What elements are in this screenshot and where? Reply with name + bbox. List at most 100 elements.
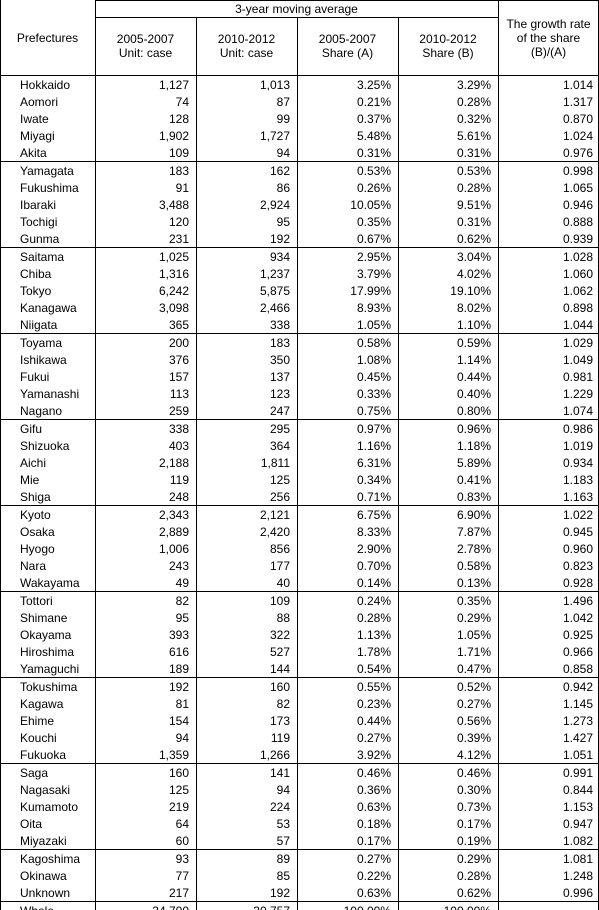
cell: 1,237 [259,266,290,281]
cell: 1.18% [456,438,491,453]
cell: 338 [168,421,189,436]
row-label: Fukushima [20,180,79,195]
cell: 0.67% [356,231,391,246]
cell: 183 [168,163,189,178]
cell: 93 [175,851,189,866]
rule [95,17,498,18]
cell: 0.46% [356,765,391,780]
cell: 1.029 [562,335,593,350]
cell: 0.29% [456,610,491,625]
cell: 57 [276,833,290,848]
cell: 0.96% [456,421,491,436]
row-label: Yamanashi [20,386,80,401]
cell: 128 [168,111,189,126]
cell: 6.31% [356,455,391,470]
rule [0,677,599,678]
cell: 0.40% [456,386,491,401]
cell: 0.35% [456,593,491,608]
cell: 0.945 [562,524,593,539]
cell: 0.21% [356,94,391,109]
cell: 0.56% [456,713,491,728]
cell: 0.939 [562,231,593,246]
cell: 1.16% [356,438,391,453]
cell: 1,902 [158,128,189,143]
row-label: Whole [0,902,95,910]
cell: 119 [169,472,189,487]
cell: 0.30% [456,782,491,797]
cell: 0.58% [456,558,491,573]
cell: 77 [175,868,189,883]
cell: 6.90% [456,507,491,522]
cell: 1.317 [562,94,593,109]
cell: 0.27% [356,730,391,745]
cell: 0.45% [356,369,391,384]
cell: 157 [168,369,189,384]
cell: 0.946 [562,197,593,212]
cell: 2,420 [259,524,290,539]
cell: 1.022 [562,507,593,522]
cell: 192 [168,679,189,694]
cell: 0.53% [456,163,491,178]
row-label: Gunma [20,231,60,246]
cell: 1,006 [158,541,189,556]
cell: 9.51% [456,197,491,212]
cell: 8.02% [456,300,491,315]
row-label: Shiga [20,489,51,504]
cell: 1.074 [562,403,593,418]
cell: 0.58% [356,335,391,350]
cell: 109 [269,593,290,608]
cell: 1,266 [259,747,290,762]
row-label: Akita [20,145,47,160]
row-label: Hokkaido [20,77,71,92]
rule [0,333,599,334]
cell: 0.62% [456,231,491,246]
cell: 1,811 [260,455,290,470]
cell: 1.71% [456,644,491,659]
column-header: 2010-2012 Share (B) [419,32,477,60]
rule [95,0,96,910]
row-label: Mie [20,472,40,487]
row-label: Shimane [20,610,68,625]
cell: 120 [168,214,189,229]
cell: 60 [175,833,189,848]
row-label: Miyagi [20,128,55,143]
cell: 1.229 [562,386,593,401]
cell: 0.70% [356,558,391,573]
cell: 1.081 [562,851,593,866]
cell: 1.024 [562,128,593,143]
rule [0,763,599,764]
cell: 2.95% [356,249,391,264]
cell: 0.17% [456,816,491,831]
cell: 0.26% [356,180,391,195]
cell: 1.427 [562,730,593,745]
cell: 74 [175,94,189,109]
cell: 0.844 [562,782,593,797]
cell: 1.044 [562,317,593,332]
cell: 0.24% [356,593,391,608]
cell: 1.028 [562,249,593,264]
cell: 0.17% [356,833,391,848]
cell: 322 [269,627,290,642]
rule [0,161,599,162]
cell: 1.163 [562,489,593,504]
cell: 248 [168,489,189,504]
cell: 0.36% [356,782,391,797]
cell: 1.014 [562,77,593,92]
cell: 0.41% [456,472,491,487]
cell: 0.28% [456,868,491,883]
cell: 295 [269,421,290,436]
cell: 82 [276,696,290,711]
cell: 95 [175,610,189,625]
rule [498,0,499,910]
cell: 100.00% [398,902,498,910]
cell: 403 [168,438,189,453]
cell: 1.08% [356,352,391,367]
row-label: Ehime [20,713,55,728]
cell: 141 [269,765,290,780]
cell: 4.02% [456,266,491,281]
row-label: Saga [20,765,49,780]
cell: 856 [269,541,290,556]
row-label: Kyoto [20,507,51,522]
rule [398,17,399,910]
